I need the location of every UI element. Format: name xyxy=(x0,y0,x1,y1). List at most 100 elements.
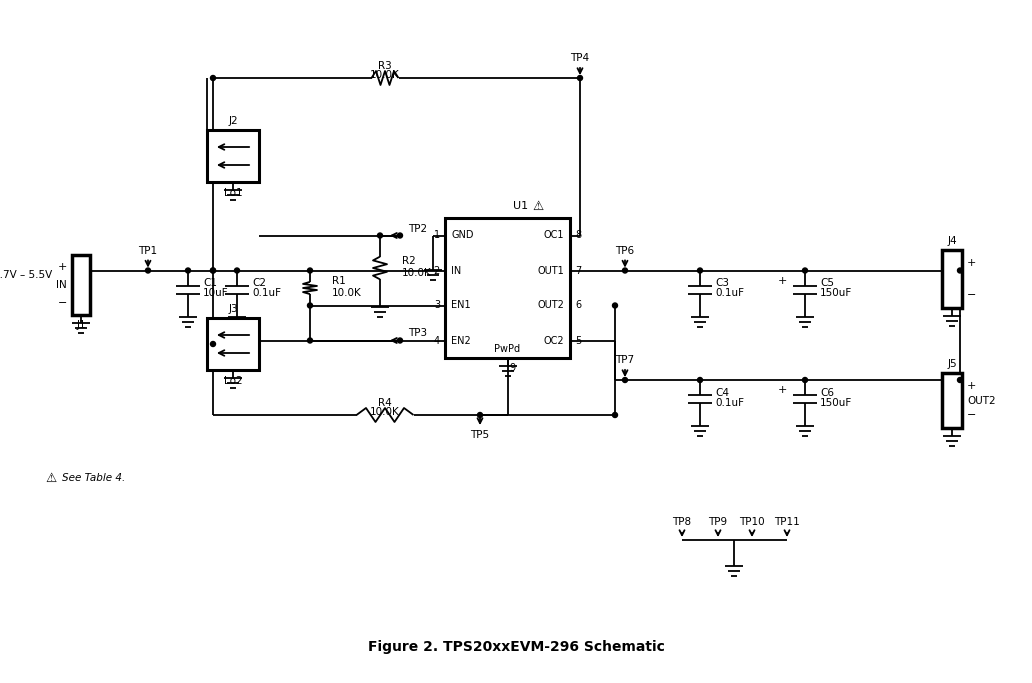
Circle shape xyxy=(698,268,703,273)
Circle shape xyxy=(578,76,582,81)
Bar xyxy=(72,255,90,315)
Text: Lo2: Lo2 xyxy=(224,376,243,386)
Text: J3: J3 xyxy=(228,304,237,314)
Bar xyxy=(942,373,962,428)
Circle shape xyxy=(234,268,239,273)
Text: 150uF: 150uF xyxy=(820,288,852,298)
Text: 10uF: 10uF xyxy=(203,288,229,298)
Circle shape xyxy=(211,268,216,273)
Text: C6: C6 xyxy=(820,388,834,398)
Text: OC1: OC1 xyxy=(544,230,565,240)
Circle shape xyxy=(698,378,703,382)
Text: −: − xyxy=(967,410,976,420)
Text: TP2: TP2 xyxy=(408,223,427,234)
Circle shape xyxy=(397,338,402,343)
Circle shape xyxy=(622,378,627,382)
Text: J1: J1 xyxy=(76,320,86,330)
Text: OUT2: OUT2 xyxy=(537,301,565,311)
Text: C3: C3 xyxy=(715,279,729,288)
Text: EN2: EN2 xyxy=(451,335,471,346)
Text: 2.7V – 5.5V: 2.7V – 5.5V xyxy=(0,270,52,280)
Text: 2: 2 xyxy=(433,266,440,275)
Text: GND: GND xyxy=(451,230,474,240)
Text: 3: 3 xyxy=(433,301,440,311)
Text: R3: R3 xyxy=(378,61,392,71)
Text: Lo1: Lo1 xyxy=(224,188,243,198)
Text: IN: IN xyxy=(57,280,67,290)
Circle shape xyxy=(211,76,216,81)
Text: +: + xyxy=(58,262,67,272)
Circle shape xyxy=(622,268,627,273)
Circle shape xyxy=(613,413,617,417)
Text: J5: J5 xyxy=(947,359,957,369)
Text: TP5: TP5 xyxy=(471,430,489,440)
Circle shape xyxy=(958,378,963,382)
Text: TP9: TP9 xyxy=(708,517,728,527)
Text: TP4: TP4 xyxy=(571,53,589,63)
Text: C4: C4 xyxy=(715,388,729,398)
Text: 1: 1 xyxy=(433,230,440,240)
Text: 4: 4 xyxy=(433,335,440,346)
Text: R2: R2 xyxy=(402,256,416,266)
Circle shape xyxy=(146,268,151,273)
Circle shape xyxy=(186,268,191,273)
Text: TP1: TP1 xyxy=(138,245,158,255)
Text: TP7: TP7 xyxy=(615,355,635,365)
Text: 0.1uF: 0.1uF xyxy=(252,288,281,298)
Text: −: − xyxy=(58,298,67,308)
Text: +: + xyxy=(778,385,787,395)
Circle shape xyxy=(378,233,383,238)
Text: ⚠: ⚠ xyxy=(533,199,544,212)
Text: 5: 5 xyxy=(575,335,581,346)
Text: 10.0K: 10.0K xyxy=(370,407,399,417)
Text: 9: 9 xyxy=(510,363,516,373)
Circle shape xyxy=(478,413,483,417)
Text: 6: 6 xyxy=(575,301,581,311)
Circle shape xyxy=(803,268,807,273)
Text: OUT1: OUT1 xyxy=(538,266,565,275)
Bar xyxy=(445,218,570,358)
Text: EN1: EN1 xyxy=(451,301,471,311)
Bar xyxy=(207,318,259,370)
Text: 7: 7 xyxy=(575,266,581,275)
Circle shape xyxy=(308,338,313,343)
Text: C1: C1 xyxy=(203,279,217,288)
Text: 0.1uF: 0.1uF xyxy=(715,398,744,408)
Text: OC2: OC2 xyxy=(544,335,565,346)
Text: +: + xyxy=(778,275,787,285)
Text: 10.0K: 10.0K xyxy=(402,268,431,278)
Text: C5: C5 xyxy=(820,279,834,288)
Text: IN: IN xyxy=(451,266,461,275)
Text: TP10: TP10 xyxy=(739,517,765,527)
Text: 0.1uF: 0.1uF xyxy=(715,288,744,298)
Text: 10.0K: 10.0K xyxy=(332,288,362,298)
Bar xyxy=(942,250,962,308)
Text: −: − xyxy=(967,290,976,300)
Text: J2: J2 xyxy=(228,116,237,126)
Text: R4: R4 xyxy=(378,398,392,408)
Text: 8: 8 xyxy=(575,230,581,240)
Text: 10.0K: 10.0K xyxy=(370,70,399,80)
Circle shape xyxy=(803,378,807,382)
Text: J4: J4 xyxy=(947,236,957,246)
Text: +: + xyxy=(967,258,976,268)
Text: TP8: TP8 xyxy=(673,517,691,527)
Bar xyxy=(207,130,259,182)
Circle shape xyxy=(211,268,216,273)
Circle shape xyxy=(211,342,216,346)
Text: +: + xyxy=(967,381,976,391)
Text: R1: R1 xyxy=(332,276,346,286)
Text: U1: U1 xyxy=(513,201,527,211)
Text: TP6: TP6 xyxy=(615,245,635,255)
Text: TP3: TP3 xyxy=(408,329,427,339)
Circle shape xyxy=(958,268,963,273)
Text: 150uF: 150uF xyxy=(820,398,852,408)
Circle shape xyxy=(308,303,313,308)
Circle shape xyxy=(397,233,402,238)
Circle shape xyxy=(613,303,617,308)
Circle shape xyxy=(308,268,313,273)
Text: OUT2: OUT2 xyxy=(967,395,996,406)
Text: TP11: TP11 xyxy=(774,517,800,527)
Text: PwPd: PwPd xyxy=(494,344,520,354)
Text: C2: C2 xyxy=(252,279,266,288)
